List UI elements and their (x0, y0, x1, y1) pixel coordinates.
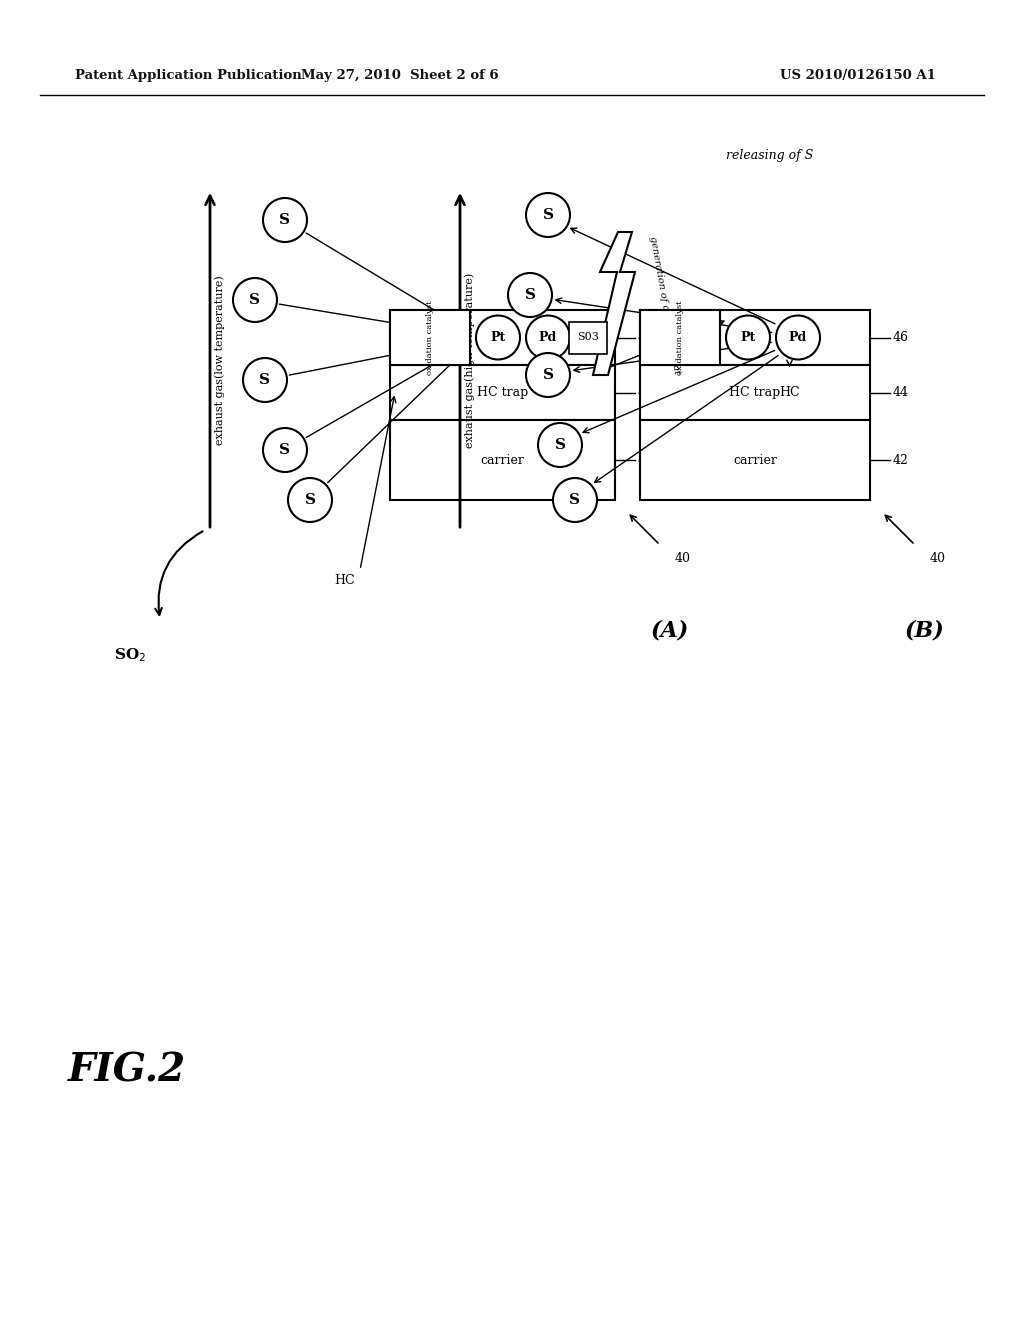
Text: S: S (543, 209, 554, 222)
Text: Pd: Pd (788, 331, 807, 345)
Circle shape (288, 478, 332, 521)
Text: S: S (280, 444, 291, 457)
Text: 42: 42 (638, 454, 654, 466)
Circle shape (526, 193, 570, 238)
Text: HC trap: HC trap (477, 385, 528, 399)
Circle shape (233, 279, 278, 322)
Text: Pt: Pt (740, 331, 756, 345)
Circle shape (508, 273, 552, 317)
Circle shape (263, 428, 307, 473)
Text: US 2010/0126150 A1: US 2010/0126150 A1 (780, 69, 936, 82)
Text: S: S (569, 492, 581, 507)
Text: 40: 40 (675, 552, 691, 565)
Text: SO$_2$: SO$_2$ (114, 647, 146, 664)
Text: exhaust gas(high temperature): exhaust gas(high temperature) (465, 272, 475, 447)
Text: Patent Application Publication: Patent Application Publication (75, 69, 302, 82)
Text: (B): (B) (905, 619, 945, 642)
Text: 46: 46 (638, 331, 654, 345)
Bar (569, 322, 607, 354)
Text: 44: 44 (893, 385, 909, 399)
Text: S03: S03 (578, 333, 599, 342)
Text: HC: HC (335, 573, 355, 586)
Text: 44: 44 (638, 385, 654, 399)
Bar (640, 366, 870, 420)
Circle shape (526, 315, 570, 359)
Circle shape (476, 315, 520, 359)
Circle shape (263, 198, 307, 242)
Text: S: S (543, 368, 554, 381)
Text: Pd: Pd (539, 331, 557, 345)
Text: S: S (524, 288, 536, 302)
Circle shape (776, 315, 820, 359)
Text: exhaust gas(low temperature): exhaust gas(low temperature) (215, 275, 225, 445)
Circle shape (553, 478, 597, 521)
Text: S: S (259, 374, 270, 387)
Text: S: S (555, 438, 565, 451)
Bar (390, 366, 615, 420)
Circle shape (538, 422, 582, 467)
Bar (640, 420, 870, 500)
Text: S: S (280, 213, 291, 227)
Text: S: S (304, 492, 315, 507)
Text: HC: HC (779, 385, 800, 399)
Bar (640, 310, 720, 366)
Text: 40: 40 (930, 552, 946, 565)
Bar (390, 310, 615, 366)
Bar (390, 310, 470, 366)
Text: (A): (A) (651, 619, 689, 642)
Text: oxidation catalyst: oxidation catalyst (426, 300, 434, 375)
Text: FIG.2: FIG.2 (68, 1051, 186, 1089)
Text: May 27, 2010  Sheet 2 of 6: May 27, 2010 Sheet 2 of 6 (301, 69, 499, 82)
Bar (640, 310, 870, 366)
Text: S: S (250, 293, 260, 308)
Text: oxidation catalyst: oxidation catalyst (676, 300, 684, 375)
Circle shape (726, 315, 770, 359)
Text: generation of oxidation heat: generation of oxidation heat (648, 235, 681, 375)
Text: Pt: Pt (490, 331, 506, 345)
Circle shape (526, 352, 570, 397)
Text: releasing of S: releasing of S (726, 149, 814, 161)
Text: HC trap: HC trap (729, 385, 780, 399)
Circle shape (243, 358, 287, 403)
Text: 42: 42 (893, 454, 909, 466)
Text: carrier: carrier (480, 454, 524, 466)
Bar (390, 420, 615, 500)
Text: carrier: carrier (733, 454, 777, 466)
Polygon shape (593, 232, 635, 375)
Text: 46: 46 (893, 331, 909, 345)
